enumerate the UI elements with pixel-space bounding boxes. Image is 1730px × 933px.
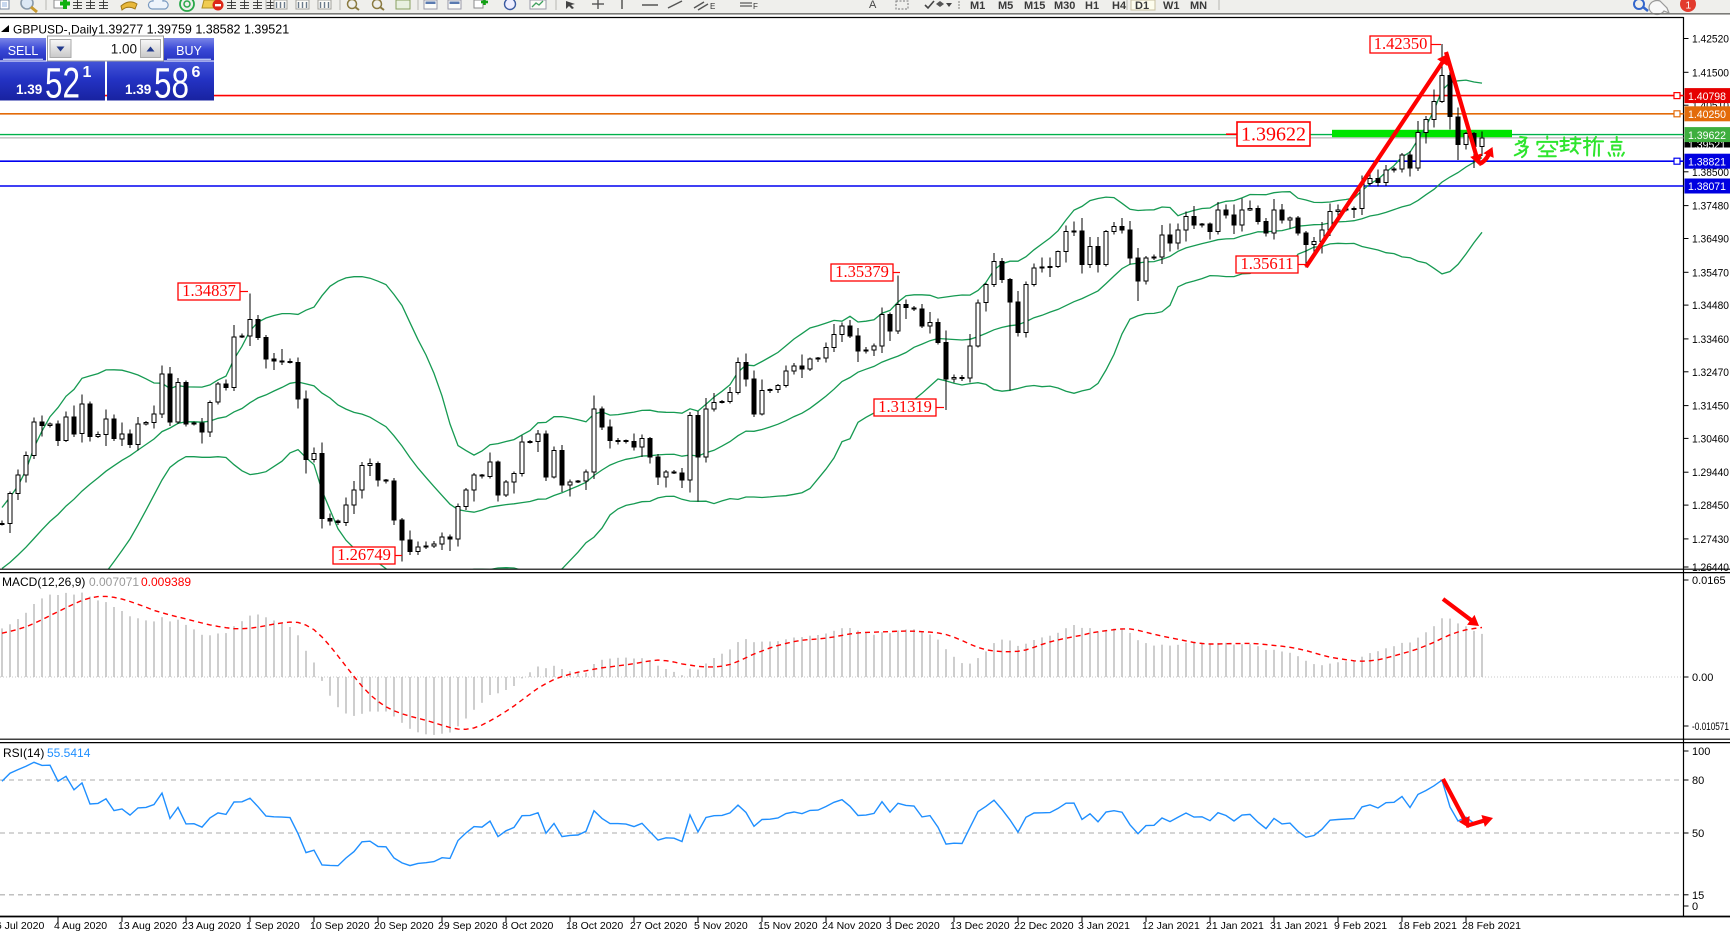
svg-text:12 Jan 2021: 12 Jan 2021 [1142,920,1200,932]
svg-text:1.32470: 1.32470 [1692,367,1729,379]
svg-text:A: A [869,0,877,11]
svg-text:15: 15 [1692,890,1704,902]
svg-text:M15: M15 [1024,0,1045,12]
svg-text:1.34480: 1.34480 [1692,300,1729,312]
svg-text:8 Oct 2020: 8 Oct 2020 [502,920,554,932]
svg-text:3 Jan 2021: 3 Jan 2021 [1078,920,1130,932]
svg-text:1.39622: 1.39622 [1241,124,1306,146]
svg-text:15 Nov 2020: 15 Nov 2020 [758,920,818,932]
svg-text:SELL: SELL [8,44,39,58]
svg-text:M30: M30 [1054,0,1075,12]
svg-text:0.007071: 0.007071 [89,575,139,589]
svg-text:24 Nov 2020: 24 Nov 2020 [822,920,882,932]
svg-text:RSI(14): RSI(14) [3,746,44,760]
svg-text:1.38821: 1.38821 [1688,156,1726,168]
svg-text:29 Sep 2020: 29 Sep 2020 [438,920,498,932]
svg-text:MN: MN [1190,0,1207,12]
svg-text:1.29440: 1.29440 [1692,467,1729,479]
svg-text:H1: H1 [1085,0,1099,12]
svg-text:1.31319: 1.31319 [878,397,932,416]
svg-text:-0.010571: -0.010571 [1692,721,1729,733]
svg-text:E: E [710,2,715,11]
svg-text:21 Jan 2021: 21 Jan 2021 [1206,920,1264,932]
svg-text:1.27430: 1.27430 [1692,534,1729,546]
svg-text:1.28450: 1.28450 [1692,500,1729,512]
svg-text:1.39521: 1.39521 [1688,140,1726,152]
svg-text:1.37480: 1.37480 [1692,201,1729,213]
svg-text:1.39: 1.39 [16,82,42,97]
svg-text:1.35470: 1.35470 [1692,267,1729,279]
svg-text:13 Dec 2020: 13 Dec 2020 [950,920,1010,932]
svg-text:1 Sep 2020: 1 Sep 2020 [246,920,300,932]
svg-text:1: 1 [1686,1,1692,12]
svg-text:1.38071: 1.38071 [1688,181,1726,193]
svg-text:80: 80 [1692,775,1704,787]
svg-text:100: 100 [1692,746,1710,758]
svg-text:18 Feb 2021: 18 Feb 2021 [1398,920,1457,932]
svg-text:22 Dec 2020: 22 Dec 2020 [1014,920,1074,932]
svg-text:M5: M5 [998,0,1013,12]
svg-text:D1: D1 [1135,0,1149,12]
svg-text:H4: H4 [1112,0,1127,12]
svg-text:0.009389: 0.009389 [141,575,191,589]
svg-text:3 Dec 2020: 3 Dec 2020 [886,920,940,932]
svg-text:18 Oct 2020: 18 Oct 2020 [566,920,623,932]
svg-text:W1: W1 [1163,0,1180,12]
svg-text:1.33460: 1.33460 [1692,334,1729,346]
svg-text:0.00: 0.00 [1692,672,1713,684]
svg-text:1: 1 [83,64,92,81]
svg-text:26 Jul 2020: 26 Jul 2020 [0,920,44,932]
svg-text:M1: M1 [970,0,985,12]
svg-text:13 Aug 2020: 13 Aug 2020 [118,920,177,932]
svg-text:F: F [753,2,758,11]
svg-text:1.42520: 1.42520 [1692,34,1729,46]
svg-text:9 Feb 2021: 9 Feb 2021 [1334,920,1387,932]
svg-text:1.39: 1.39 [125,82,151,97]
svg-text:20 Sep 2020: 20 Sep 2020 [374,920,434,932]
svg-text:31 Jan 2021: 31 Jan 2021 [1270,920,1328,932]
svg-text:6: 6 [192,64,201,81]
svg-text:1.38500: 1.38500 [1692,167,1729,179]
svg-text:1.31450: 1.31450 [1692,401,1729,413]
svg-text:GBPUSD-,Daily: GBPUSD-,Daily [13,23,98,37]
svg-text:4 Aug 2020: 4 Aug 2020 [54,920,107,932]
svg-text:52: 52 [45,60,80,108]
svg-text:58: 58 [154,60,189,108]
svg-text:1.40250: 1.40250 [1688,109,1726,121]
svg-text:50: 50 [1692,828,1704,840]
svg-text:1.30460: 1.30460 [1692,433,1729,445]
svg-text:1.00: 1.00 [111,42,137,57]
svg-text:1.34837: 1.34837 [182,281,236,300]
svg-text:5 Nov 2020: 5 Nov 2020 [694,920,748,932]
svg-text:1.39277 1.39759 1.38582 1.3952: 1.39277 1.39759 1.38582 1.39521 [98,23,289,37]
svg-text:MACD(12,26,9): MACD(12,26,9) [2,575,85,589]
svg-text:BUY: BUY [176,44,202,58]
svg-text:1.35611: 1.35611 [1240,254,1293,273]
svg-text:27 Oct 2020: 27 Oct 2020 [630,920,687,932]
svg-text:1.35379: 1.35379 [835,262,889,281]
svg-text:1.40798: 1.40798 [1688,91,1726,103]
svg-text:28 Feb 2021: 28 Feb 2021 [1462,920,1521,932]
svg-text:1.42350: 1.42350 [1374,34,1428,53]
svg-text:1.41500: 1.41500 [1692,67,1729,79]
svg-text:1.39622: 1.39622 [1688,130,1726,142]
svg-text:0: 0 [1692,901,1698,913]
svg-text:0.0165: 0.0165 [1692,575,1726,587]
svg-text:1.26749: 1.26749 [337,545,391,564]
svg-text:1.26440: 1.26440 [1692,562,1729,574]
svg-text:10 Sep 2020: 10 Sep 2020 [310,920,370,932]
svg-text:55.5414: 55.5414 [47,746,91,760]
svg-text:1.36490: 1.36490 [1692,234,1729,246]
svg-text:23 Aug 2020: 23 Aug 2020 [182,920,241,932]
